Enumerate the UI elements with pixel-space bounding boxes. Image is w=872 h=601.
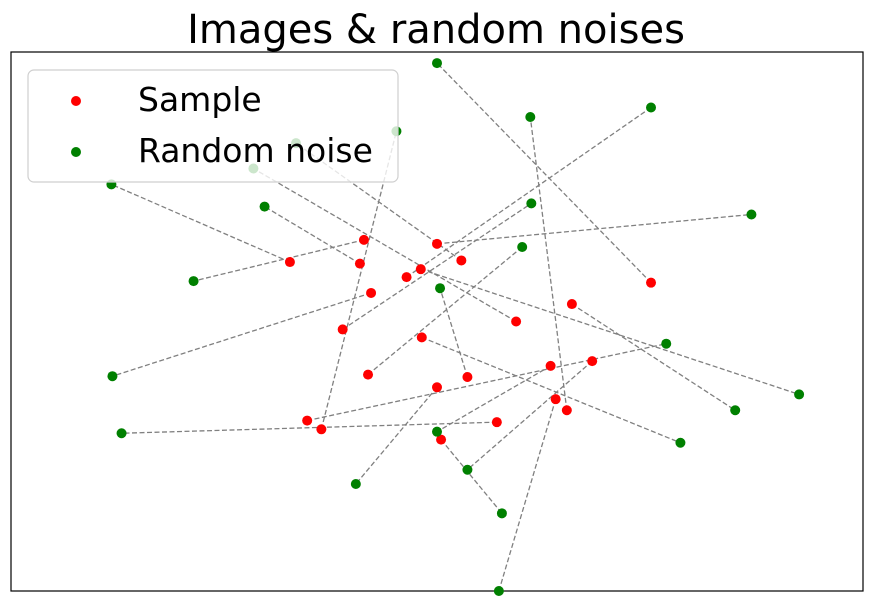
noise-point (496, 508, 507, 519)
sample-point (337, 324, 348, 335)
chart-title: Images & random noises (187, 7, 685, 53)
connector-line (467, 360, 593, 471)
legend-marker-sample (71, 96, 81, 106)
noise-point (517, 241, 528, 252)
sample-point (491, 417, 502, 428)
sample-point (587, 356, 598, 367)
connector-line (421, 336, 681, 444)
legend-label-sample: Sample (138, 80, 262, 119)
noise-point (675, 437, 686, 448)
connector-line (440, 439, 503, 514)
sample-point (432, 382, 442, 393)
connector-line (571, 303, 736, 411)
sample-point (401, 272, 412, 283)
legend-box (27, 69, 399, 183)
sample-point (284, 257, 295, 268)
legend-marker-random-noise (71, 147, 81, 157)
noise-point (661, 338, 672, 349)
noise-point (646, 102, 657, 113)
scatter-points (106, 58, 805, 596)
sample-point (363, 369, 374, 380)
connector-line (436, 62, 652, 284)
noise-point (526, 198, 537, 209)
connector-line (193, 239, 365, 282)
sample-point (432, 238, 442, 249)
sample-point (436, 434, 447, 445)
noise-point (259, 201, 270, 212)
sample-point (566, 299, 577, 310)
noise-point (746, 209, 757, 220)
sample-point (561, 405, 572, 416)
sample-point (416, 332, 427, 343)
connector-line (420, 268, 800, 396)
sample-point (456, 255, 467, 266)
noise-point (435, 283, 446, 294)
noise-point (462, 464, 473, 475)
noise-point (350, 478, 361, 489)
connector-line (253, 167, 517, 323)
noise-point (794, 389, 805, 400)
connector-line (498, 398, 557, 592)
sample-point (550, 394, 561, 405)
noise-point (432, 426, 442, 437)
sample-point (415, 264, 426, 275)
connector-line (307, 343, 667, 422)
sample-point (302, 415, 313, 426)
noise-point (107, 371, 118, 382)
plot-frame (10, 51, 864, 592)
noise-point (525, 111, 536, 122)
noise-point (432, 58, 442, 69)
sample-point (511, 316, 522, 327)
noise-point (730, 405, 741, 416)
legend-label-random-noise: Random noise (138, 131, 373, 170)
connector-line (406, 106, 652, 278)
legend: Sample Random noise (27, 69, 399, 183)
noise-point (116, 428, 127, 439)
sample-point (646, 277, 657, 288)
connector-line (112, 292, 372, 377)
sample-point (366, 287, 377, 298)
noise-point (188, 276, 199, 287)
connector-line (367, 246, 523, 376)
noise-point (493, 586, 504, 596)
connector-line (439, 288, 469, 378)
connector-line (436, 365, 551, 433)
connector-line (121, 421, 497, 434)
connector-line (264, 206, 361, 265)
connector-line (355, 386, 438, 485)
connector-line (342, 202, 532, 330)
sample-point (462, 371, 473, 382)
sample-point (545, 360, 556, 371)
connector-line (529, 116, 568, 411)
connector-line (436, 213, 752, 245)
sample-point (354, 258, 365, 269)
connector-line (111, 183, 291, 263)
sample-point (358, 234, 369, 245)
sample-point (316, 424, 327, 435)
